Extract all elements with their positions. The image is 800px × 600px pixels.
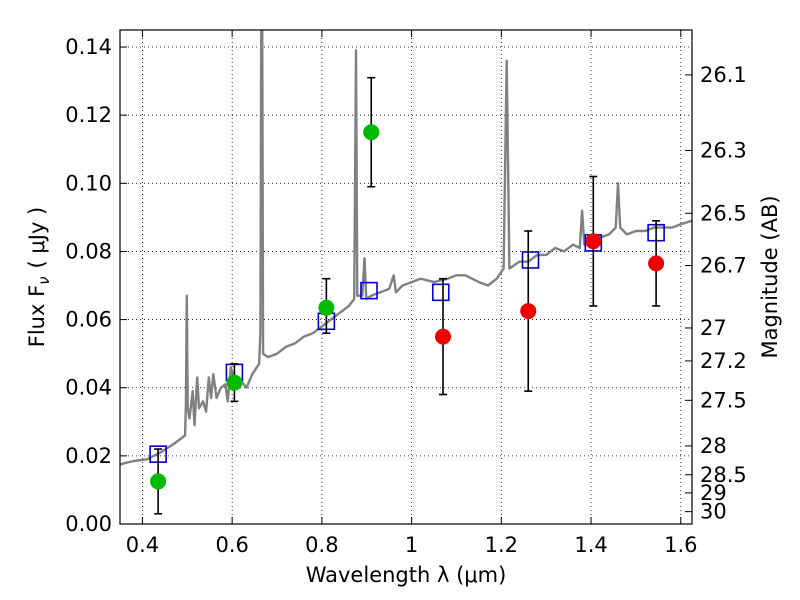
y-tick-label: 0.04: [65, 376, 112, 400]
y2-tick-label: 27: [700, 316, 727, 340]
model-box-marker: [360, 281, 378, 300]
x-tick-label: 0.4: [126, 533, 159, 557]
x-tick-label: 1.2: [485, 533, 518, 557]
plot-frame: [119, 29, 693, 525]
green-point: [363, 124, 380, 141]
x-tick-label: 1.4: [574, 533, 607, 557]
grid: [120, 30, 692, 525]
x-tick-label: 0.6: [215, 533, 248, 557]
y2-tick-label: 30: [700, 500, 727, 524]
y2-tick-label: 26.7: [700, 254, 747, 278]
green-point: [150, 473, 167, 490]
y-tick-label: 0.08: [65, 239, 112, 263]
x-tick-label: 0.8: [305, 533, 338, 557]
y-tick-label: 0.00: [65, 512, 112, 536]
y-tick-label: 0.02: [65, 444, 112, 468]
axis-ticks: 0.4 0.6 0.8 1 1.2 1.4 1.6 0.00 0.02 0.04 0.06 0.08 0…: [65, 30, 747, 557]
y2-tick-label: 27.2: [700, 349, 747, 373]
y-tick-label: 0.14: [65, 35, 112, 59]
y2-tick-label: 26.1: [700, 63, 747, 87]
model-box-marker: [521, 251, 540, 269]
x-axis-title: Wavelength λ (μm): [306, 563, 507, 587]
x-tick-label: 1: [405, 533, 418, 557]
y2-tick-label: 28.5: [700, 463, 747, 487]
model-box-marker: [431, 283, 450, 302]
red-point: [520, 303, 537, 320]
y2-tick-label: 26.3: [700, 138, 747, 162]
red-point: [585, 233, 602, 250]
y-tick-label: 0.12: [65, 103, 112, 127]
y-tick-label: 0.06: [65, 308, 112, 332]
y2-axis-title: Magnitude (AB): [758, 195, 782, 358]
y-tick-label: 0.10: [65, 171, 112, 195]
y2-tick-label: 29: [700, 481, 727, 505]
y2-tick-label: 28: [700, 434, 727, 458]
axis-labels: Wavelength λ (μm) Flux Fν( μJy ) Magnitu…: [25, 195, 782, 587]
spectrum-line: [120, 30, 692, 466]
red-point: [648, 255, 665, 272]
x-tick-label: 1.6: [664, 533, 697, 557]
y-axis-title: Flux Fν( μJy ): [25, 207, 53, 348]
red-point: [435, 328, 452, 345]
y2-tick-label: 26.5: [700, 201, 747, 225]
green-point: [318, 299, 335, 316]
y2-tick-label: 27.5: [700, 388, 747, 412]
green-point: [226, 374, 243, 391]
data-markers: [149, 76, 665, 515]
plot-area: [120, 30, 692, 466]
